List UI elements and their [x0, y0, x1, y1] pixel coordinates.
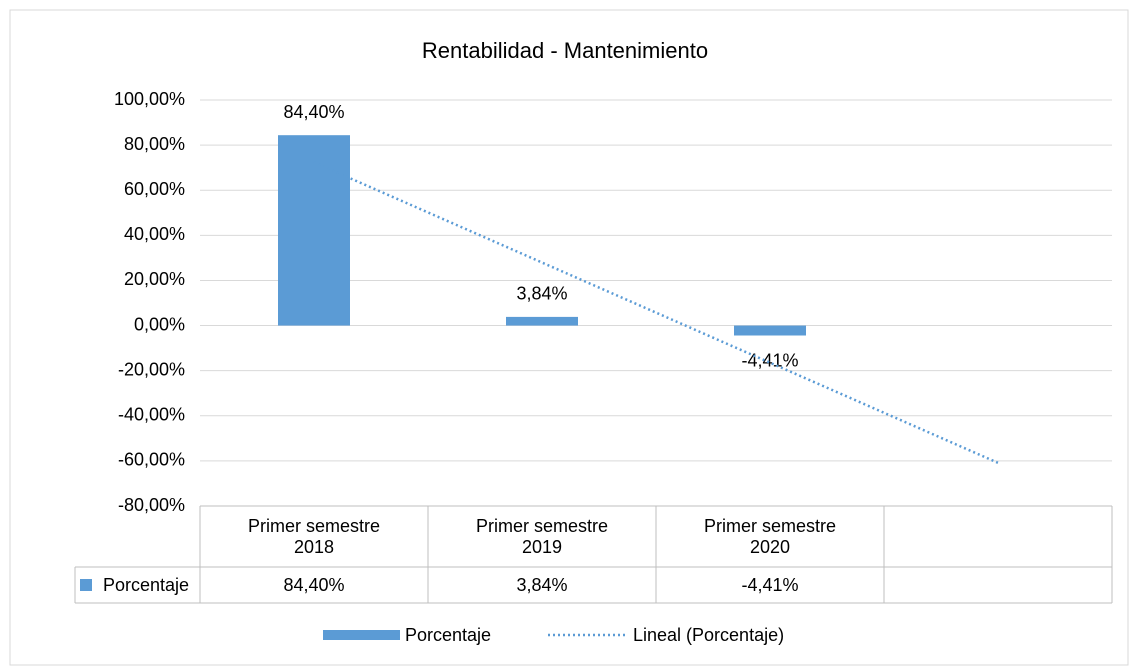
data-label: 84,40% [283, 102, 344, 122]
legend-key [323, 630, 400, 640]
table-category: Primer semestre 2018 [247, 515, 381, 557]
y-tick-label: -60,00% [118, 450, 185, 470]
bar [278, 135, 350, 326]
chart-border [9, 9, 1129, 666]
data-label: 3,84% [516, 284, 567, 304]
table-value: -4,41% [741, 574, 799, 595]
chart-title: Rentabilidad - Mantenimiento [422, 38, 708, 63]
y-tick-label: 20,00% [124, 269, 185, 289]
table-category: Primer semestre 2019 [475, 515, 609, 557]
y-tick-label: -40,00% [118, 405, 185, 425]
y-tick-label: 60,00% [124, 179, 185, 199]
y-tick-label: 40,00% [124, 224, 185, 244]
y-tick-label: 0,00% [134, 314, 185, 334]
legend-label: Lineal (Porcentaje) [633, 625, 784, 645]
legend-label: Porcentaje [405, 625, 491, 645]
data-label: -4,41% [741, 350, 798, 370]
table-value: 3,84% [516, 574, 568, 595]
bar [506, 316, 578, 326]
y-tick-label: 100,00% [114, 89, 185, 109]
table-series-name: Porcentaje [102, 574, 190, 595]
bar [734, 325, 806, 336]
table-value: 84,40% [283, 574, 345, 595]
table-legend-key [80, 579, 92, 591]
table-category: Primer semestre 2020 [703, 515, 837, 557]
y-tick-label: -80,00% [118, 495, 185, 515]
y-tick-label: -20,00% [118, 359, 185, 379]
y-tick-label: 80,00% [124, 134, 185, 154]
